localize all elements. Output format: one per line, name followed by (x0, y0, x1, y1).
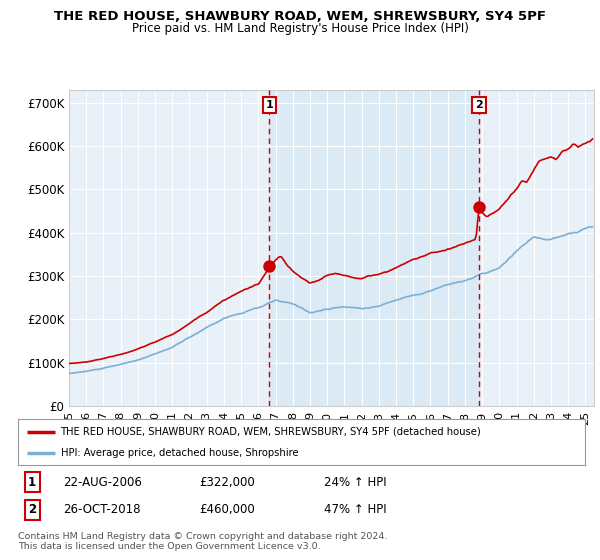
Text: Price paid vs. HM Land Registry's House Price Index (HPI): Price paid vs. HM Land Registry's House … (131, 22, 469, 35)
Text: THE RED HOUSE, SHAWBURY ROAD, WEM, SHREWSBURY, SY4 5PF: THE RED HOUSE, SHAWBURY ROAD, WEM, SHREW… (54, 10, 546, 23)
Text: 1: 1 (265, 100, 273, 110)
Text: 22-AUG-2006: 22-AUG-2006 (64, 475, 142, 488)
Text: 1: 1 (28, 475, 36, 488)
Text: HPI: Average price, detached house, Shropshire: HPI: Average price, detached house, Shro… (61, 449, 298, 458)
Text: £322,000: £322,000 (199, 475, 255, 488)
Text: THE RED HOUSE, SHAWBURY ROAD, WEM, SHREWSBURY, SY4 5PF (detached house): THE RED HOUSE, SHAWBURY ROAD, WEM, SHREW… (61, 427, 481, 437)
Text: 24% ↑ HPI: 24% ↑ HPI (324, 475, 387, 488)
Text: 47% ↑ HPI: 47% ↑ HPI (324, 503, 387, 516)
Text: 2: 2 (28, 503, 36, 516)
Text: £460,000: £460,000 (199, 503, 255, 516)
Text: Contains HM Land Registry data © Crown copyright and database right 2024.
This d: Contains HM Land Registry data © Crown c… (18, 532, 388, 552)
Text: 26-OCT-2018: 26-OCT-2018 (64, 503, 141, 516)
Bar (269, 90, 479, 406)
Text: 2: 2 (475, 100, 483, 110)
